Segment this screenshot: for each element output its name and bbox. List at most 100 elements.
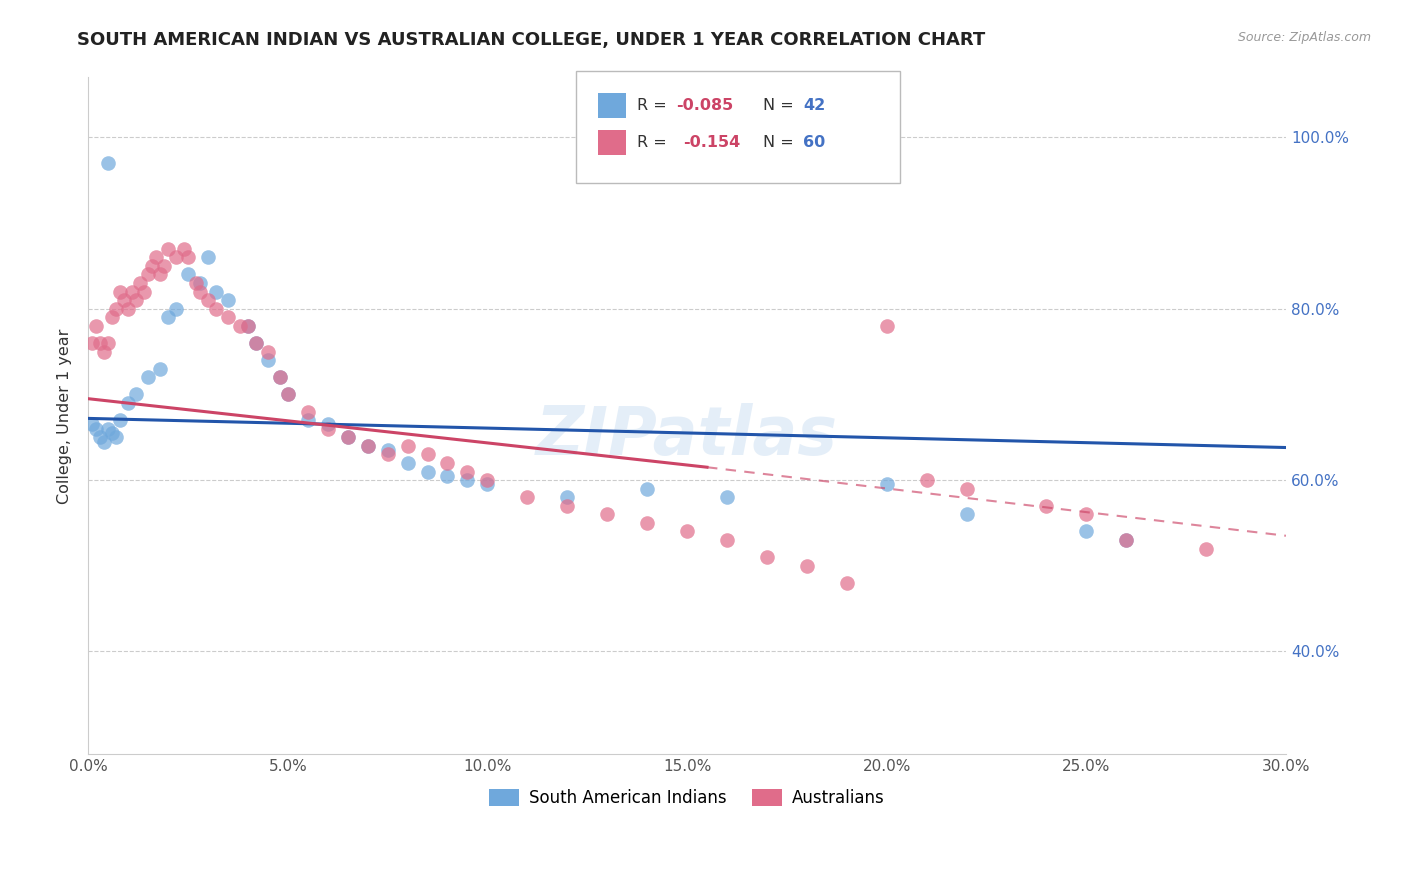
- Point: [217, 310, 239, 325]
- Point: [184, 276, 207, 290]
- Point: [596, 508, 619, 522]
- Point: [336, 430, 359, 444]
- Point: [416, 465, 439, 479]
- Point: [716, 490, 738, 504]
- Point: [156, 242, 179, 256]
- Point: [356, 439, 378, 453]
- Point: [456, 473, 478, 487]
- Legend: South American Indians, Australians: South American Indians, Australians: [482, 782, 891, 814]
- Point: [356, 439, 378, 453]
- Point: [436, 456, 458, 470]
- Point: [636, 516, 658, 530]
- Point: [416, 447, 439, 461]
- Point: [205, 285, 228, 299]
- Point: [165, 250, 187, 264]
- Point: [297, 404, 319, 418]
- Point: [796, 558, 818, 573]
- Text: 42: 42: [803, 98, 825, 112]
- Point: [277, 387, 299, 401]
- Point: [97, 422, 120, 436]
- Point: [316, 422, 339, 436]
- Point: [1035, 499, 1057, 513]
- Point: [1115, 533, 1137, 547]
- Point: [396, 456, 419, 470]
- Point: [456, 465, 478, 479]
- Point: [108, 285, 131, 299]
- Point: [82, 336, 104, 351]
- Point: [101, 310, 124, 325]
- Point: [145, 250, 167, 264]
- Point: [105, 301, 128, 316]
- Point: [269, 370, 291, 384]
- Text: ZIPatlas: ZIPatlas: [536, 403, 838, 469]
- Point: [396, 439, 419, 453]
- Point: [84, 422, 107, 436]
- Point: [876, 318, 898, 333]
- Point: [97, 156, 120, 170]
- Point: [84, 318, 107, 333]
- Point: [477, 473, 499, 487]
- Point: [132, 285, 155, 299]
- Point: [236, 318, 259, 333]
- Point: [755, 550, 778, 565]
- Point: [555, 499, 578, 513]
- Text: R =: R =: [637, 98, 672, 112]
- Point: [955, 508, 977, 522]
- Point: [256, 344, 278, 359]
- Point: [377, 447, 399, 461]
- Point: [125, 387, 148, 401]
- Point: [188, 285, 211, 299]
- Point: [269, 370, 291, 384]
- Point: [256, 353, 278, 368]
- Point: [89, 430, 111, 444]
- Point: [516, 490, 538, 504]
- Point: [229, 318, 252, 333]
- Point: [316, 417, 339, 432]
- Point: [117, 396, 139, 410]
- Point: [477, 477, 499, 491]
- Point: [93, 344, 115, 359]
- Point: [89, 336, 111, 351]
- Point: [716, 533, 738, 547]
- Point: [136, 370, 159, 384]
- Point: [136, 268, 159, 282]
- Point: [153, 259, 176, 273]
- Point: [336, 430, 359, 444]
- Point: [1195, 541, 1218, 556]
- Text: -0.085: -0.085: [676, 98, 734, 112]
- Point: [955, 482, 977, 496]
- Text: Source: ZipAtlas.com: Source: ZipAtlas.com: [1237, 31, 1371, 45]
- Point: [197, 250, 219, 264]
- Point: [156, 310, 179, 325]
- Point: [636, 482, 658, 496]
- Point: [188, 276, 211, 290]
- Point: [82, 417, 104, 432]
- Text: 60: 60: [803, 136, 825, 150]
- Point: [236, 318, 259, 333]
- Y-axis label: College, Under 1 year: College, Under 1 year: [58, 328, 72, 503]
- Point: [555, 490, 578, 504]
- Point: [177, 250, 200, 264]
- Point: [149, 268, 172, 282]
- Point: [1076, 508, 1098, 522]
- Point: [177, 268, 200, 282]
- Text: R =: R =: [637, 136, 676, 150]
- Point: [117, 301, 139, 316]
- Point: [165, 301, 187, 316]
- Point: [205, 301, 228, 316]
- Point: [217, 293, 239, 308]
- Point: [245, 336, 267, 351]
- Point: [915, 473, 938, 487]
- Point: [377, 443, 399, 458]
- Point: [245, 336, 267, 351]
- Point: [835, 575, 858, 590]
- Text: SOUTH AMERICAN INDIAN VS AUSTRALIAN COLLEGE, UNDER 1 YEAR CORRELATION CHART: SOUTH AMERICAN INDIAN VS AUSTRALIAN COLL…: [77, 31, 986, 49]
- Text: N =: N =: [763, 98, 800, 112]
- Point: [173, 242, 195, 256]
- Text: -0.154: -0.154: [683, 136, 741, 150]
- Point: [101, 425, 124, 440]
- Text: N =: N =: [763, 136, 800, 150]
- Point: [1115, 533, 1137, 547]
- Point: [676, 524, 699, 539]
- Point: [125, 293, 148, 308]
